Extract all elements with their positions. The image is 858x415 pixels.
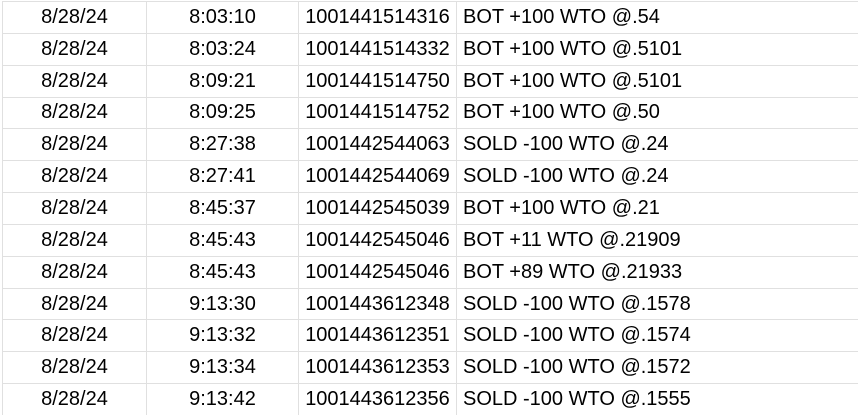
cell-order-id[interactable]: 1001441514752 [299, 97, 457, 129]
table-row: 8/28/24 9:13:30 1001443612348 SOLD -100 … [3, 288, 858, 321]
cell-order-id[interactable]: 1001442545046 [299, 224, 457, 256]
cell-description[interactable]: BOT +100 WTO @.5101 [463, 69, 683, 92]
cell-order-id[interactable]: 1001442545046 [299, 256, 457, 288]
cell-date[interactable]: 8/28/24 [3, 65, 147, 97]
cell-date[interactable]: 8/28/24 [3, 129, 147, 161]
cell-time[interactable]: 8:45:43 [147, 224, 299, 256]
table-row: 8/28/24 8:03:10 1001441514316 BOT +100 W… [3, 2, 858, 34]
cell-order-id[interactable]: 1001443612348 [299, 288, 457, 320]
cell-order-id[interactable]: 1001441514316 [299, 2, 457, 33]
cell-time[interactable]: 9:13:34 [147, 352, 299, 384]
cell-description[interactable]: BOT +100 WTO @.21 [463, 196, 660, 219]
cell-time[interactable]: 8:27:41 [147, 161, 299, 193]
table-row: 8/28/24 8:45:43 1001442545046 BOT +89 WT… [3, 256, 858, 289]
cell-date[interactable]: 8/28/24 [3, 2, 147, 33]
cell-description[interactable]: SOLD -100 WTO @.24 [463, 133, 669, 156]
cell-date[interactable]: 8/28/24 [3, 161, 147, 193]
cell-date[interactable]: 8/28/24 [3, 33, 147, 65]
cell-time[interactable]: 8:45:37 [147, 193, 299, 224]
table-row: 8/28/24 8:09:21 1001441514750 BOT +100 W… [3, 65, 858, 98]
cell-date[interactable]: 8/28/24 [3, 288, 147, 320]
cell-time[interactable]: 9:13:42 [147, 384, 299, 415]
cell-order-id[interactable]: 1001442545039 [299, 193, 457, 224]
table-row: 8/28/24 8:45:43 1001442545046 BOT +11 WT… [3, 224, 858, 257]
cell-description[interactable]: BOT +100 WTO @.50 [463, 101, 660, 124]
cell-description[interactable]: SOLD -100 WTO @.1555 [463, 388, 691, 411]
cell-description[interactable]: SOLD -100 WTO @.1572 [463, 356, 691, 379]
table-row: 8/28/24 8:27:41 1001442544069 SOLD -100 … [3, 161, 858, 194]
cell-time[interactable]: 8:09:25 [147, 97, 299, 129]
cell-order-id[interactable]: 1001443612356 [299, 384, 457, 415]
table-row: 8/28/24 9:13:34 1001443612353 SOLD -100 … [3, 352, 858, 385]
cell-description[interactable]: SOLD -100 WTO @.1578 [463, 292, 691, 315]
cell-order-id[interactable]: 1001443612353 [299, 352, 457, 384]
cell-order-id[interactable]: 1001441514332 [299, 33, 457, 65]
cell-date[interactable]: 8/28/24 [3, 352, 147, 384]
cell-order-id[interactable]: 1001443612351 [299, 320, 457, 352]
cell-description[interactable]: BOT +100 WTO @.54 [463, 5, 660, 28]
cell-date[interactable]: 8/28/24 [3, 256, 147, 288]
table-row: 8/28/24 8:09:25 1001441514752 BOT +100 W… [3, 97, 858, 130]
cell-time[interactable]: 9:13:30 [147, 288, 299, 320]
cell-time[interactable]: 9:13:32 [147, 320, 299, 352]
cell-time[interactable]: 8:09:21 [147, 65, 299, 97]
cell-date[interactable]: 8/28/24 [3, 384, 147, 415]
cell-order-id[interactable]: 1001442544063 [299, 129, 457, 161]
table-row: 8/28/24 9:13:42 1001443612356 SOLD -100 … [3, 384, 858, 415]
cell-order-id[interactable]: 1001442544069 [299, 161, 457, 193]
cell-date[interactable]: 8/28/24 [3, 97, 147, 129]
cell-time[interactable]: 8:27:38 [147, 129, 299, 161]
table-row: 8/28/24 8:45:37 1001442545039 BOT +100 W… [3, 193, 858, 225]
cell-time[interactable]: 8:45:43 [147, 256, 299, 288]
cell-time[interactable]: 8:03:24 [147, 33, 299, 65]
cell-description[interactable]: BOT +100 WTO @.5101 [463, 37, 683, 60]
cell-date[interactable]: 8/28/24 [3, 320, 147, 352]
cell-description[interactable]: BOT +89 WTO @.21933 [463, 260, 683, 283]
table-row: 8/28/24 9:13:32 1001443612351 SOLD -100 … [3, 320, 858, 353]
table-row: 8/28/24 8:27:38 1001442544063 SOLD -100 … [3, 129, 858, 162]
cell-date[interactable]: 8/28/24 [3, 193, 147, 224]
cell-order-id[interactable]: 1001441514750 [299, 65, 457, 97]
cell-time[interactable]: 8:03:10 [147, 2, 299, 33]
cell-date[interactable]: 8/28/24 [3, 224, 147, 256]
cell-description[interactable]: SOLD -100 WTO @.24 [463, 165, 669, 188]
cell-description[interactable]: SOLD -100 WTO @.1574 [463, 324, 691, 347]
table-row: 8/28/24 8:03:24 1001441514332 BOT +100 W… [3, 33, 858, 66]
cell-description[interactable]: BOT +11 WTO @.21909 [463, 228, 681, 251]
